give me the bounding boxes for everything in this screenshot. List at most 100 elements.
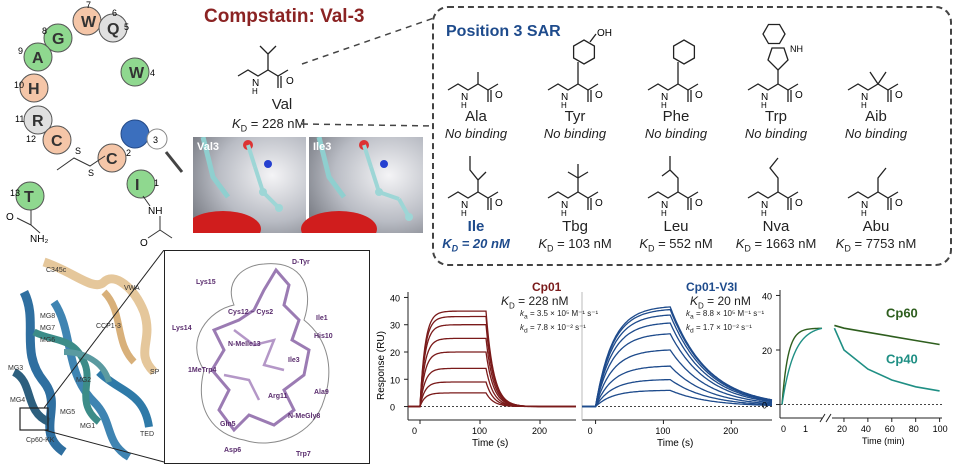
spr-ytick: 40 [390, 293, 400, 303]
sar-structure-1-4: NH O [847, 71, 903, 110]
sar-n: N [761, 92, 768, 103]
peptide-residue-label: D-Tyr [292, 259, 310, 266]
sar-residue-phe: Phe [662, 108, 690, 125]
sar-title: Position 3 SAR [446, 23, 561, 40]
residue-letter: W [81, 14, 97, 31]
spr-sensorgram-cp01 [408, 392, 576, 408]
spr-sensorgram-cp01v3i [582, 389, 773, 408]
sar-h: H [661, 209, 667, 218]
val-n: N [252, 78, 259, 89]
sar-kd-value: KD = 7753 nM [835, 236, 917, 254]
sar-h: H [861, 209, 867, 218]
peptide-residue-label: N-MeGly8 [288, 413, 320, 420]
sar-structure-1-1: NH O OH [547, 28, 612, 110]
spr-xtick: 100 [655, 426, 670, 436]
residue-letter: Q [107, 21, 119, 38]
peptide-residue-label: Arg11 [268, 393, 288, 400]
sar-kd-value: KD = 20 nM [442, 236, 510, 254]
sar-o: O [795, 198, 803, 209]
sar-o: O [795, 90, 803, 101]
peptide-residue-label: Lys14 [172, 325, 192, 332]
sar-h: H [561, 101, 567, 110]
peptide-residue-label: Ile1 [316, 315, 328, 322]
residue-letter: A [32, 50, 44, 67]
sar-residue-abu: Abu [862, 218, 890, 235]
peptide-residue-label: Ala9 [314, 389, 329, 396]
position-3-empty-circle [146, 128, 168, 150]
val3-label: Val3 [197, 141, 219, 153]
spr-sensorgram-cp01v3i [582, 308, 773, 408]
sar-o: O [695, 198, 703, 209]
domain-label: CCP1-3 [96, 323, 121, 330]
residue-letter: T [24, 189, 34, 206]
diss-ytick: 0 [762, 401, 767, 411]
peptide-residue-label: His10 [314, 333, 333, 340]
spr-ytick: 10 [390, 375, 400, 385]
val3-render: Val3 [193, 137, 306, 233]
diss-xtick: 40 [861, 424, 871, 434]
peptide-residue-label: Trp7 [296, 451, 311, 458]
acetyl-oxygen: O [140, 238, 148, 249]
spr-xtick: 200 [723, 426, 738, 436]
residue-number: 10 [14, 80, 24, 90]
sar-structure-1-2: NH O [647, 39, 703, 110]
tyr-oh: OH [597, 28, 612, 39]
residue-number: 11 [15, 114, 24, 124]
cp60-label: Cp60 [886, 305, 918, 320]
residue-letter: R [32, 113, 44, 130]
spr-sensorgram-cp01v3i [582, 322, 773, 408]
residue-circle [98, 13, 128, 43]
amide-oxygen: O [6, 212, 14, 223]
residue-circle [23, 105, 53, 135]
cp40-association [781, 327, 823, 405]
diss-ytick: 20 [762, 346, 772, 356]
sar-h: H [461, 209, 467, 218]
residue-circle [126, 169, 156, 199]
residue-number: 9 [18, 46, 23, 56]
domain-label: MG3 [8, 365, 23, 372]
residue-number: 1 [154, 178, 159, 188]
val-ile-renders: Val3 Ile3 [193, 137, 423, 233]
trp-nh: NH [790, 44, 803, 54]
spr-xlabel: Time (s) [472, 438, 508, 449]
peptide-residue-label: Cys12 – Cys2 [228, 309, 273, 316]
residue-number: 12 [26, 134, 36, 144]
protein-complex-structure: C345c VWA MG8 MG7 CCP1-3 MG6 SP MG3 MG2 MG4 MG5 MG1… [8, 257, 160, 461]
dissociation-chart: 0 20 40 0 1 20 40 60 80 100 Time (min) Cp60 Cp40 [762, 290, 948, 446]
residue-letter: C [51, 133, 63, 150]
sar-n: N [561, 92, 568, 103]
residue-number: 13 [10, 188, 20, 198]
nterm-nh: NH [148, 206, 162, 217]
domain-label: SP [150, 369, 160, 376]
spr-sensorgram-cp01v3i [582, 378, 772, 408]
diss-ytick: 40 [762, 291, 772, 301]
cp01-rates: ka = 3.5 × 10⁵ M⁻¹ s⁻¹ kd = 7.8 × 10⁻² s… [520, 309, 599, 335]
sar-h: H [761, 101, 767, 110]
peptide-zoom-panel: D-Tyr Lys15 Cys12 – Cys2 Ile1 Lys14 N-MeIle13… [164, 250, 370, 464]
sar-residue-ile: Ile [467, 218, 485, 235]
diss-xtick: 20 [837, 424, 847, 434]
peptide-residue-label: Lys15 [196, 279, 216, 286]
sar-o: O [895, 90, 903, 101]
sar-structure-2-4: NH O [847, 167, 903, 218]
spr-sensorgram-cp01v3i [582, 314, 773, 408]
sar-o: O [595, 198, 603, 209]
ribbon-cartoon [11, 257, 158, 461]
val-kd: KD = 228 nM [232, 116, 306, 134]
sar-residue-tyr: Tyr [564, 108, 586, 125]
domain-label: C345c [46, 267, 67, 274]
val-h: H [252, 87, 258, 96]
residue-circle [19, 73, 49, 103]
domain-label: MG5 [60, 409, 75, 416]
sar-binding-note: No binding [744, 126, 808, 141]
sar-h: H [761, 209, 767, 218]
residue-circle [42, 125, 72, 155]
sar-kd-value: KD = 103 nM [538, 236, 612, 254]
sar-h: H [461, 101, 467, 110]
zoom-connector-lines [44, 250, 165, 463]
sar-residue-trp: Trp [765, 108, 787, 125]
spr-xlabel: Time (s) [657, 438, 693, 449]
diss-xtick: 1 [803, 424, 808, 434]
cp60-dissociation [834, 324, 940, 346]
